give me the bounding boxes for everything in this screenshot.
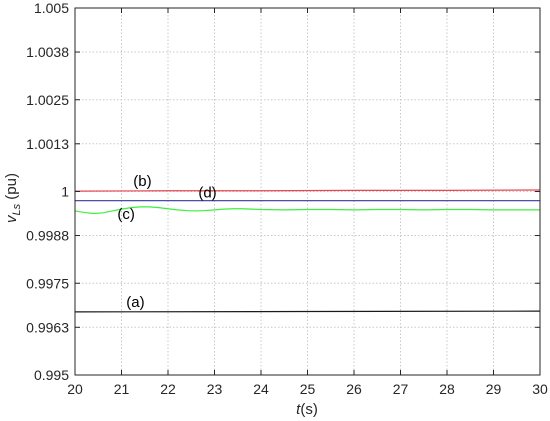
- x-tick-label: 30: [532, 381, 548, 397]
- annotation-label: (c): [117, 206, 135, 223]
- series-group: [74, 189, 541, 313]
- y-tick-label: 0.9988: [26, 228, 69, 244]
- x-tick-label: 20: [67, 381, 83, 397]
- series-line-1: [74, 189, 541, 192]
- x-axis-label-unit: (s): [300, 401, 318, 418]
- y-tick-label: 1.0025: [26, 92, 69, 108]
- y-axis-label-variable: v: [3, 214, 20, 223]
- y-axis-label-unit: (pu): [3, 173, 20, 204]
- x-tick-label: 25: [300, 381, 316, 397]
- y-axis-label: vLs (pu): [3, 173, 23, 223]
- x-tick-label: 21: [114, 381, 130, 397]
- annotation-label: (d): [198, 185, 216, 202]
- y-tick-label: 1.0013: [26, 136, 69, 152]
- x-tick-label: 23: [207, 381, 223, 397]
- series-line-3: [74, 206, 540, 215]
- x-tick-label: 28: [439, 381, 455, 397]
- x-tick-label: 27: [393, 381, 409, 397]
- x-tick-label: 24: [253, 381, 269, 397]
- x-tick-label: 22: [160, 381, 176, 397]
- y-tick-label: 0.9975: [26, 275, 69, 291]
- y-tick-label: 1: [61, 184, 69, 200]
- tick-labels: 20 21 22 23 24 25 26 27 28 29 30 0.995 0.9963 0.9975 0…: [26, 0, 548, 397]
- tick-marks: [74, 7, 541, 376]
- y-tick-label: 0.995: [34, 367, 69, 383]
- x-axis-label-variable: t: [296, 401, 301, 418]
- annotation-label: (a): [126, 294, 144, 311]
- y-axis-label-subscript: Ls: [11, 203, 23, 215]
- annotations: (b) (d) (c) (a): [117, 173, 216, 311]
- y-tick-label: 1.005: [34, 0, 69, 16]
- y-tick-label: 0.9963: [26, 319, 69, 335]
- x-axis-label: t(s): [296, 401, 318, 418]
- x-tick-label: 29: [486, 381, 502, 397]
- x-tick-label: 26: [346, 381, 362, 397]
- grid-lines: [75, 8, 540, 375]
- y-tick-label: 1.0038: [26, 44, 69, 60]
- series-line-4: [74, 310, 541, 313]
- annotation-label: (b): [133, 173, 151, 190]
